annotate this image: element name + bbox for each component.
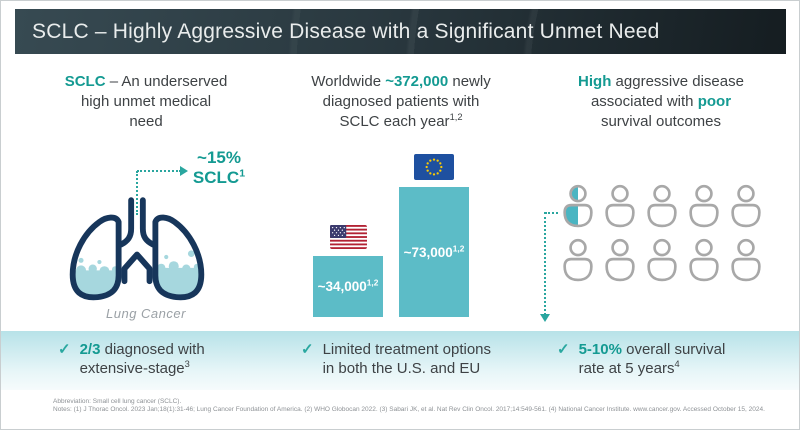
- dotted-connector-line: [545, 212, 558, 214]
- right-column-heading: High aggressive disease associated with …: [578, 73, 744, 130]
- key-point-survival-rate: ✓ 5-10% overall survival rate at 5 years…: [557, 340, 725, 378]
- key-points-band: ✓ 2/3 diagnosed with extensive-stage3 ✓ …: [1, 331, 799, 390]
- dotted-connector-line: [136, 171, 138, 215]
- person-icon: [601, 184, 639, 230]
- bar-eu-value: ~73,0001,2: [403, 243, 465, 260]
- slide-title-bar: SCLC – Highly Aggressive Disease with a …: [15, 9, 786, 54]
- person-icon: [601, 238, 639, 284]
- incidence-bar-chart: ~34,0001,2 ~73,0001,2: [313, 149, 471, 317]
- footnote-references: Notes: (1) J Thorac Oncol. 2023 Jan;18(1…: [53, 406, 765, 413]
- slide-title: SCLC – Highly Aggressive Disease with a …: [32, 19, 660, 43]
- bar-group-us: ~34,0001,2: [313, 225, 383, 317]
- person-icon: [727, 238, 765, 284]
- person-icon: [559, 238, 597, 284]
- eu-flag-icon: [414, 154, 454, 180]
- key-point-text: Limited treatment options in both the U.…: [322, 341, 491, 378]
- us-flag-icon: [329, 225, 367, 249]
- dotted-connector-line: [137, 170, 181, 172]
- person-icon: [727, 184, 765, 230]
- dotted-connector-line: [544, 212, 546, 315]
- lungs-icon: [69, 197, 205, 301]
- person-icon: [685, 184, 723, 230]
- bar-eu: ~73,0001,2: [399, 187, 469, 317]
- sclc-percentage-callout: ~15% SCLC1: [192, 148, 246, 188]
- bar-group-eu: ~73,0001,2: [399, 154, 469, 317]
- bar-us: ~34,0001,2: [313, 256, 383, 317]
- person-icon: [685, 238, 723, 284]
- key-point-text: 2/3 diagnosed with extensive-stage3: [79, 341, 205, 378]
- person-icon: [643, 184, 681, 230]
- person-icon: [643, 238, 681, 284]
- checkmark-icon: ✓: [58, 341, 71, 358]
- middle-column-heading: Worldwide ~372,000 newly diagnosed patie…: [311, 73, 491, 130]
- person-half-filled-icon: [559, 184, 597, 230]
- key-point-treatment-options: ✓ Limited treatment options in both the …: [301, 340, 491, 378]
- bar-us-value: ~34,0001,2: [317, 277, 379, 294]
- key-point-extensive-stage: ✓ 2/3 diagnosed with extensive-stage3: [58, 340, 205, 378]
- arrow-right-icon: [180, 166, 188, 176]
- key-point-text: 5-10% overall survival rate at 5 years4: [578, 341, 726, 378]
- checkmark-icon: ✓: [301, 341, 314, 358]
- arrow-down-icon: [540, 314, 550, 322]
- people-grid: [559, 184, 765, 284]
- lungs-caption: Lung Cancer: [106, 306, 186, 321]
- left-column-heading: SCLC – An underserved high unmet medical…: [64, 73, 228, 130]
- checkmark-icon: ✓: [557, 341, 570, 358]
- footnote-abbreviation: Abbreviation: Small cell lung cancer (SC…: [53, 398, 182, 405]
